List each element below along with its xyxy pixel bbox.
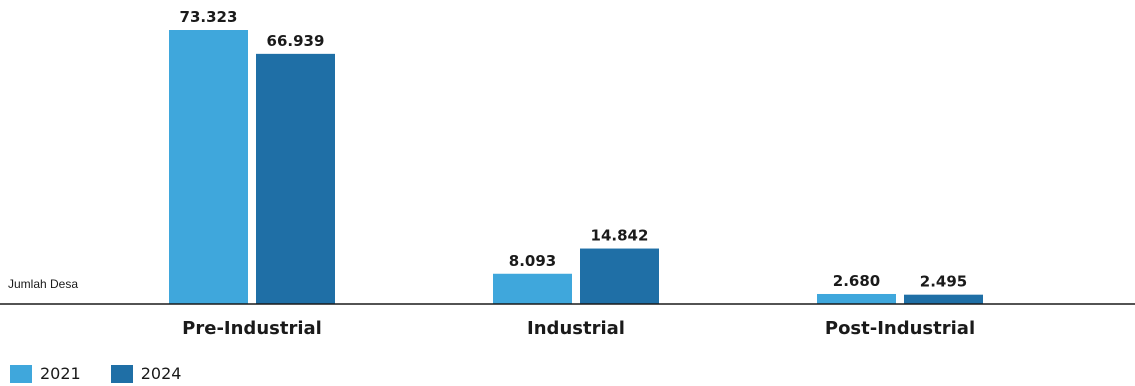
category-label-post-industrial: Post-Industrial [825,318,975,339]
bar-2024-post-industrial [904,294,983,304]
value-labels-layer: 73.323 66.939 8.093 14.842 2.680 2.495 [180,8,968,291]
category-label-industrial: Industrial [527,318,625,339]
legend: 2021 2024 [10,364,211,383]
legend-swatch-2024 [110,364,133,383]
legend-label-2024: 2024 [140,364,182,383]
legend-label-2021: 2021 [40,364,81,383]
bar-2024-industrial [580,248,659,304]
value-label-2024-pre-industrial: 66.939 [267,32,325,50]
bar-2021-industrial [493,273,572,304]
y-axis-label: Jumlah Desa [8,277,78,291]
bar-2021-pre-industrial [169,30,248,304]
value-label-2021-pre-industrial: 73.323 [180,8,238,26]
value-label-2021-industrial: 8.093 [509,252,556,270]
bar-2024-pre-industrial [256,53,335,304]
bar-2021-post-industrial [817,293,896,304]
bars-layer [169,30,983,304]
value-label-2021-post-industrial: 2.680 [833,272,880,290]
legend-swatch-2021 [10,364,32,383]
category-label-pre-industrial: Pre-Industrial [182,318,322,339]
category-labels-layer: Pre-Industrial Industrial Post-Industrial [182,318,975,339]
legend-item-2021: 2021 [10,364,81,383]
value-label-2024-industrial: 14.842 [591,227,649,245]
value-label-2024-post-industrial: 2.495 [920,273,967,291]
legend-item-2024: 2024 [110,364,182,383]
